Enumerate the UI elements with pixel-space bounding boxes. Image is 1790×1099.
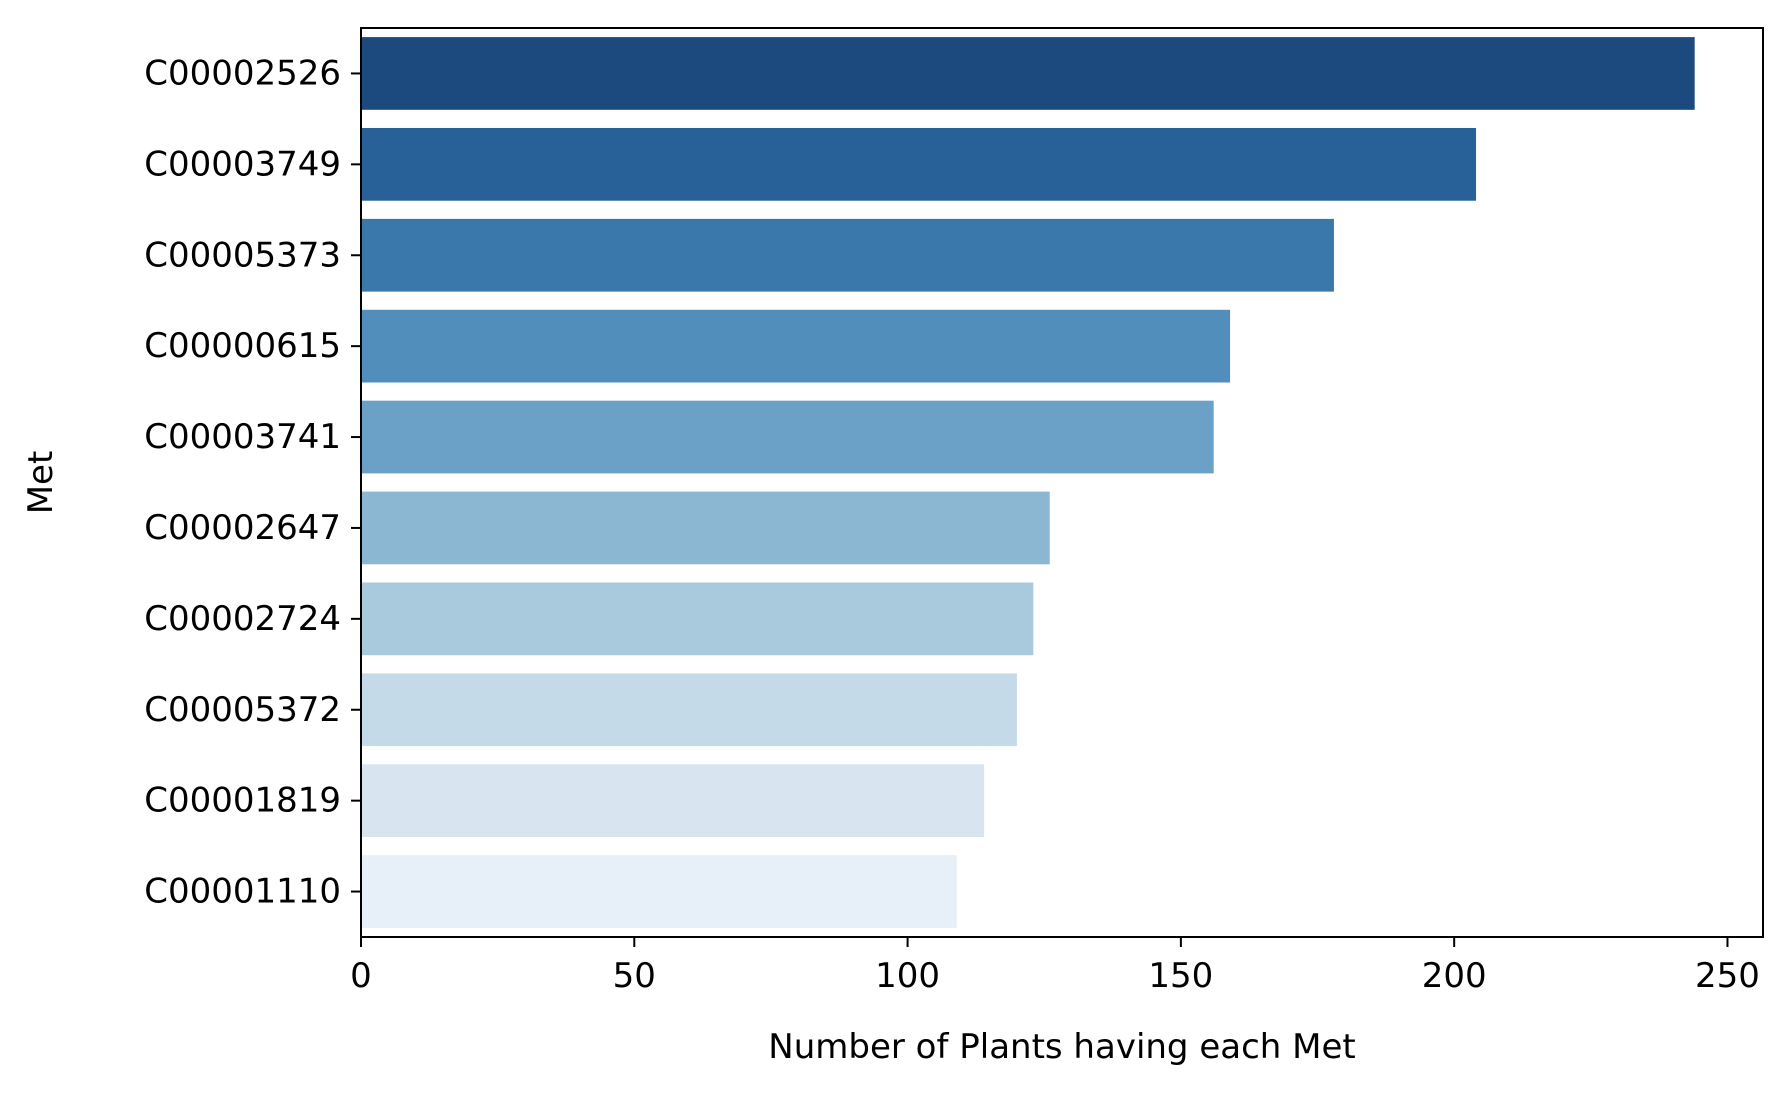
y-tick-label: C00002526 <box>144 53 341 93</box>
y-tick-label: C00000615 <box>144 326 341 366</box>
bar-C00005372 <box>361 673 1017 747</box>
bar-C00003741 <box>361 400 1214 474</box>
y-axis-label: Met <box>21 451 61 515</box>
plot-frame <box>360 27 1764 938</box>
bar-C00002647 <box>361 491 1050 565</box>
y-tick-label: C00001819 <box>144 781 341 821</box>
x-axis-ticks: 0 50 100 150 200 250 <box>350 937 1760 996</box>
y-axis-ticks: C00002526 C00003749 C00005373 C00000615 C000… <box>144 53 361 912</box>
bars-group <box>361 37 1695 928</box>
x-tick-label: 200 <box>1422 956 1487 996</box>
y-tick-label: C00003741 <box>144 417 341 457</box>
x-axis-label: Number of Plants having each Met <box>768 1027 1355 1067</box>
x-tick-label: 150 <box>1148 956 1213 996</box>
x-tick-label: 250 <box>1695 956 1760 996</box>
y-tick-label: C00002647 <box>144 508 341 548</box>
bar-C00005373 <box>361 218 1334 292</box>
y-tick-label: C00005373 <box>144 235 341 275</box>
bar-C00003749 <box>361 127 1477 201</box>
bar-C00002526 <box>361 37 1695 110</box>
y-tick-label: C00005372 <box>144 690 341 730</box>
bar-C00002724 <box>361 582 1034 656</box>
bar-C00000615 <box>361 309 1231 383</box>
bar-C00001110 <box>361 855 957 928</box>
bar-C00001819 <box>361 764 985 838</box>
x-tick-label: 100 <box>875 956 940 996</box>
x-tick-label: 0 <box>350 956 372 996</box>
y-tick-label: C00003749 <box>144 144 341 184</box>
y-tick-label: C00001110 <box>144 872 341 912</box>
x-tick-label: 50 <box>613 956 656 996</box>
y-tick-label: C00002724 <box>144 599 341 639</box>
